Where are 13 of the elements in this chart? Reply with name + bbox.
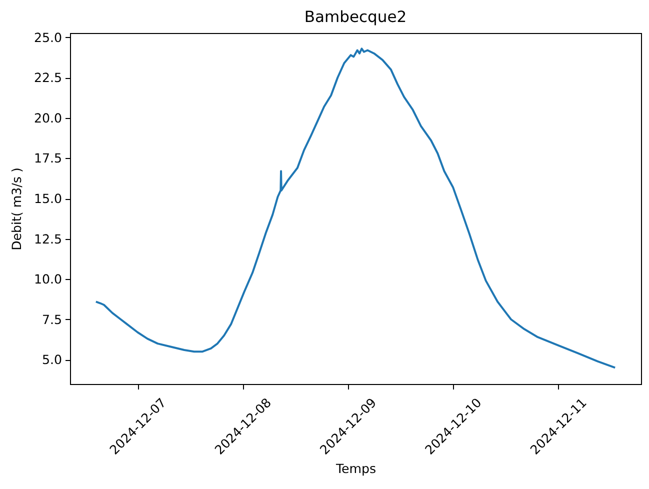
line-series xyxy=(94,48,616,369)
y-tick-label: 15.0 xyxy=(34,191,62,206)
chart-title: Bambecque2 xyxy=(304,8,407,26)
y-tick-label: 25.0 xyxy=(34,30,62,45)
y-tick-label: 5.0 xyxy=(42,352,62,368)
y-tick-label: 12.5 xyxy=(34,231,62,246)
y-tick-label: 7.5 xyxy=(42,312,62,327)
x-axis-title: Temps xyxy=(334,461,376,476)
y-tick-label: 22.5 xyxy=(34,70,62,86)
y-axis-title: Debit( m3/s ) xyxy=(8,168,24,250)
y-tick-label: 20.0 xyxy=(34,110,62,126)
y-tick-label: 10.0 xyxy=(34,272,62,287)
y-tick-label: 17.5 xyxy=(34,150,62,166)
